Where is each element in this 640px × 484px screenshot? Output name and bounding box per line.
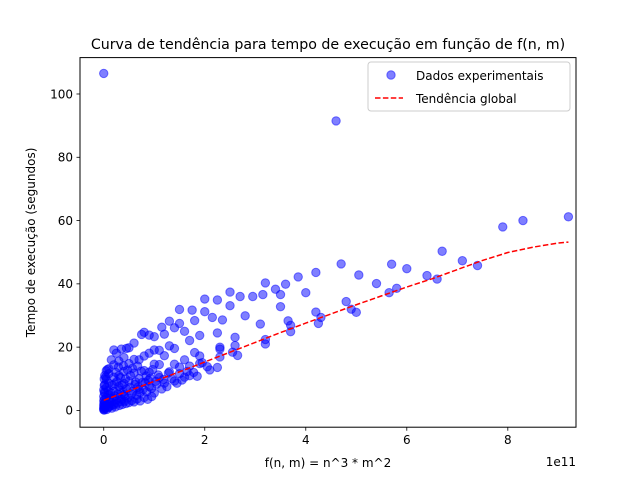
data-point: [136, 329, 147, 340]
data-point: [179, 326, 190, 337]
legend-marker-icon: [386, 70, 396, 80]
data-point: [164, 341, 175, 351]
data-point: [189, 315, 200, 326]
data-point: [311, 307, 321, 317]
data-point: [422, 270, 432, 281]
data-point: [260, 339, 271, 349]
scatter-points-layer: [99, 68, 574, 415]
data-point: [192, 371, 202, 381]
x-axis-offset-label: 1e11: [546, 455, 576, 469]
data-point: [336, 259, 346, 269]
data-point: [162, 382, 172, 392]
data-point: [200, 307, 210, 317]
data-point: [311, 267, 321, 278]
data-point: [280, 279, 291, 289]
data-point: [255, 319, 266, 329]
legend-label-trend: Tendência global: [415, 92, 517, 106]
data-point: [225, 287, 235, 297]
data-point: [179, 355, 190, 365]
data-point: [225, 300, 235, 311]
data-point: [177, 375, 187, 385]
data-point: [207, 312, 218, 323]
data-point: [402, 263, 412, 274]
data-point: [99, 68, 109, 79]
y-axis-ticks: 0 20 40 60 80 100: [50, 87, 80, 418]
x-tick-label: 0: [100, 433, 108, 447]
data-point: [331, 116, 341, 126]
data-point: [215, 344, 225, 354]
plot-frame: [79, 57, 577, 428]
y-tick-label: 0: [65, 404, 73, 418]
data-point: [157, 322, 167, 332]
data-point: [169, 359, 180, 369]
data-point: [227, 347, 238, 357]
data-point: [187, 305, 197, 315]
data-point: [313, 318, 324, 329]
data-point: [283, 316, 293, 326]
data-point: [354, 270, 364, 280]
legend-label-data: Dados experimentais: [416, 69, 543, 83]
data-point: [518, 215, 528, 226]
data-point: [235, 291, 245, 302]
legend: Dados experimentais Tendência global: [367, 61, 571, 112]
data-point: [258, 289, 268, 300]
x-tick-label: 6: [403, 433, 411, 447]
data-point: [169, 323, 180, 333]
data-point: [293, 272, 303, 282]
trend-line-layer: [103, 241, 569, 402]
x-tick-label: 2: [201, 433, 209, 447]
data-point: [217, 315, 228, 325]
data-point: [174, 304, 185, 315]
data-point: [270, 284, 281, 294]
data-point: [212, 295, 223, 305]
data-point: [437, 246, 447, 256]
data-point: [189, 347, 200, 358]
data-point: [391, 283, 402, 293]
data-point: [184, 335, 195, 346]
data-point: [230, 332, 240, 343]
data-point: [148, 364, 158, 375]
data-point: [341, 296, 351, 307]
y-tick-label: 100: [50, 87, 73, 101]
data-point: [498, 222, 508, 232]
data-point: [106, 355, 117, 365]
x-tick-label: 8: [504, 433, 512, 447]
legend-box: [367, 61, 571, 112]
x-tick-label: 4: [302, 433, 310, 447]
data-point: [212, 328, 223, 338]
y-tick-label: 60: [58, 214, 73, 228]
x-axis-label: f(n, m) = n^3 * m^2: [265, 456, 392, 470]
data-point: [202, 362, 212, 372]
data-point: [371, 278, 382, 289]
data-point: [275, 301, 286, 312]
x-axis-ticks: 0 2 4 6 8: [100, 427, 512, 447]
y-tick-label: 40: [58, 277, 73, 291]
data-point: [164, 316, 175, 326]
trend-line: [103, 241, 569, 402]
data-point: [195, 330, 205, 341]
data-point: [102, 364, 112, 375]
y-tick-label: 80: [58, 151, 73, 165]
data-point: [147, 391, 157, 402]
data-point: [248, 291, 258, 302]
data-point: [457, 256, 468, 266]
data-point: [301, 288, 311, 298]
y-axis-label: Tempo de execução (segundos): [24, 148, 38, 339]
data-point: [260, 278, 271, 288]
data-point: [386, 259, 397, 269]
chart-title: Curva de tendência para tempo de execuçã…: [91, 37, 565, 53]
data-point: [109, 345, 119, 355]
data-point: [200, 294, 210, 304]
data-point: [563, 212, 574, 222]
data-point: [240, 311, 250, 321]
y-tick-label: 20: [58, 340, 73, 354]
